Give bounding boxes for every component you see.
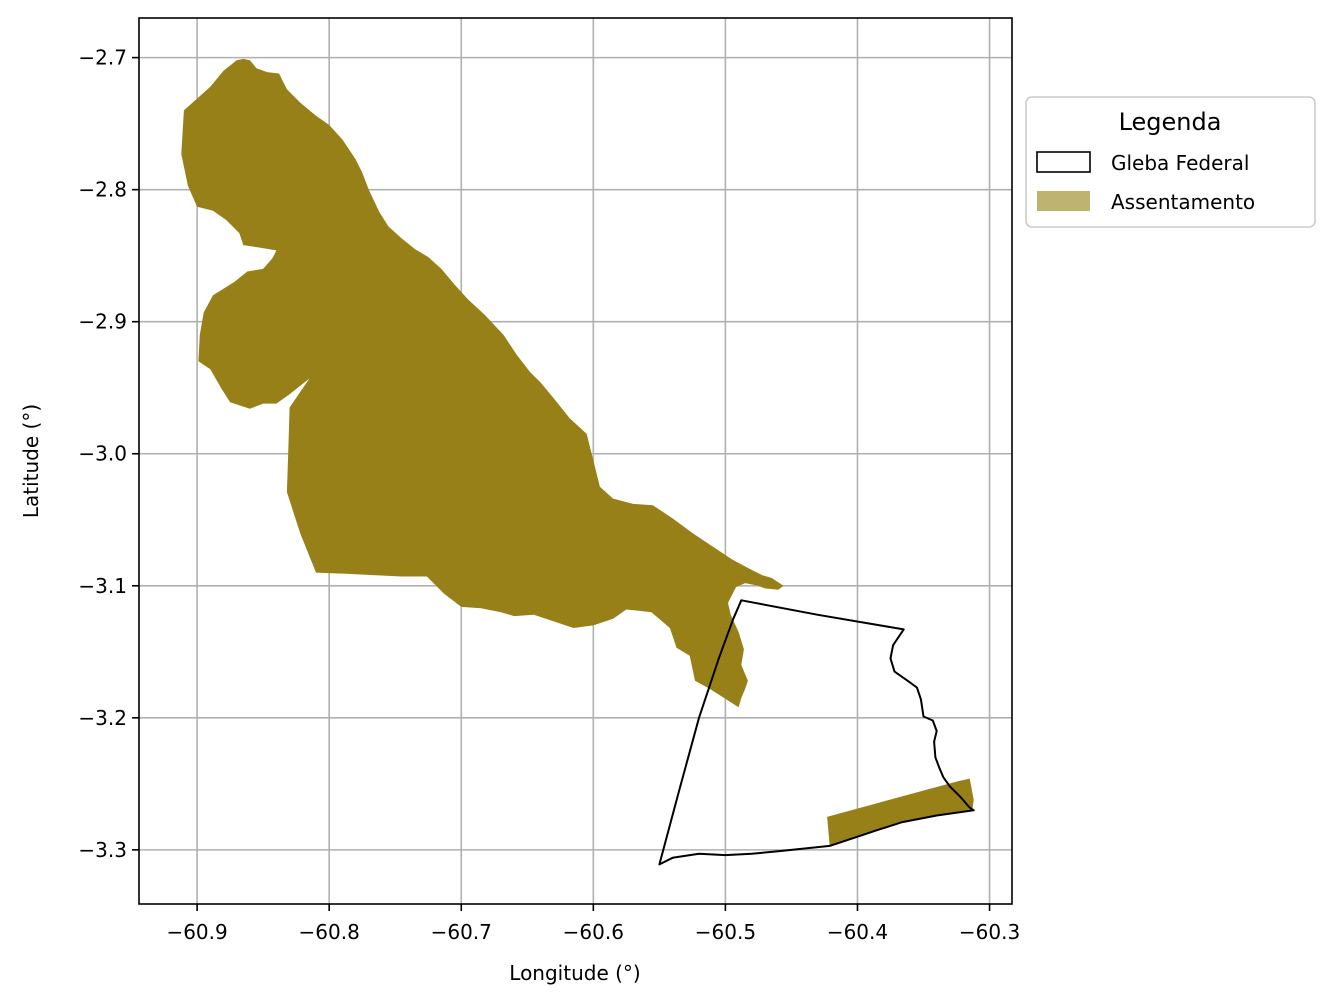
x-tick-label-2: −60.7 <box>431 920 492 944</box>
y-tick-label-6: −3.3 <box>78 838 127 862</box>
legend-title: Legenda <box>1119 108 1222 136</box>
x-tick-label-1: −60.8 <box>299 920 360 944</box>
x-tick-label-5: −60.4 <box>827 920 888 944</box>
plot-frame <box>138 17 1013 905</box>
y-tick-label-0: −2.7 <box>78 46 127 70</box>
gleba-federal-polygon-0 <box>658 599 975 866</box>
x-tick-label-4: −60.5 <box>695 920 756 944</box>
map-layers <box>181 58 975 866</box>
legend-swatch-assentamento <box>1037 191 1090 211</box>
legend-swatch-gleba-federal <box>1036 151 1091 173</box>
x-axis-ticks: −60.9 −60.8 −60.7 −60.6 −60.5 −60.4 −60.3 <box>166 904 1020 944</box>
y-tick-label-1: −2.8 <box>78 178 127 202</box>
assentamento-polygon-1 <box>827 778 974 846</box>
grid-lines <box>139 18 1012 904</box>
x-axis-label: Longitude (°) <box>509 961 640 985</box>
y-tick-label-2: −2.9 <box>78 310 127 334</box>
x-tick-label-3: −60.6 <box>563 920 624 944</box>
legend-label-gleba-federal: Gleba Federal <box>1111 151 1249 175</box>
x-tick-label-6: −60.3 <box>959 920 1020 944</box>
legend-box <box>1025 96 1316 228</box>
y-axis-ticks: −2.7 −2.8 −2.9 −3.0 −3.1 −3.2 −3.3 <box>78 46 139 862</box>
y-axis-label: Latitude (°) <box>19 404 43 518</box>
x-tick-label-0: −60.9 <box>166 920 227 944</box>
legend-label-assentamento: Assentamento <box>1111 190 1255 214</box>
y-tick-label-4: −3.1 <box>78 574 127 598</box>
y-tick-label-5: −3.2 <box>78 706 127 730</box>
assentamento-polygon-0 <box>181 58 784 708</box>
y-tick-label-3: −3.0 <box>78 442 127 466</box>
legend: Legenda Gleba Federal Assentamento <box>1025 96 1316 228</box>
